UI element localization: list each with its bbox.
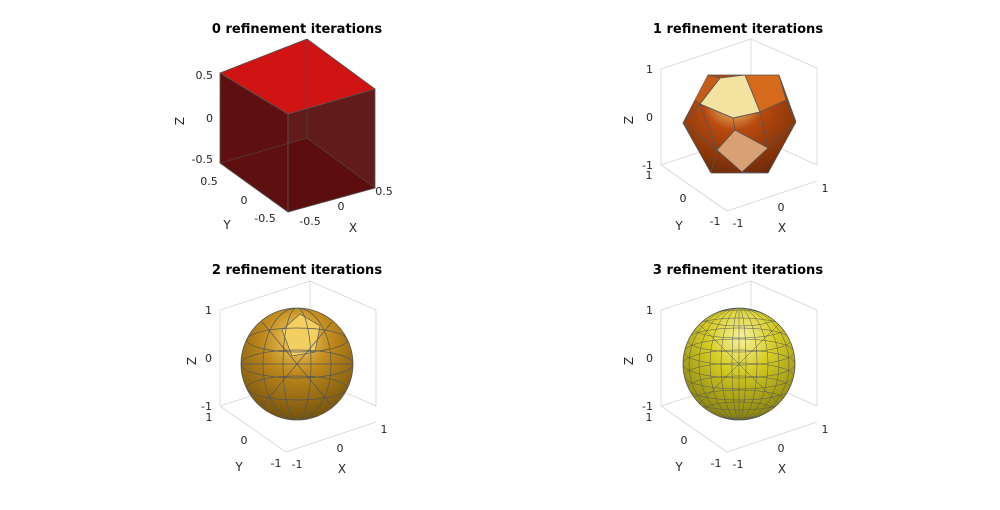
cube-surface: [219, 38, 376, 213]
subplot-sphere-3: 3 refinement iterations: [622, 263, 829, 476]
sphere-surface-2: [240, 307, 354, 421]
subplot-cube: 0 refinement iterations 0.5 0 -0.5 Z 0.5…: [173, 22, 393, 235]
x-tick: 0.5: [375, 185, 393, 198]
y-tick: 0: [241, 434, 248, 447]
z-tick: 1: [646, 304, 653, 317]
x-tick: 1: [822, 182, 829, 195]
x-tick: 0: [338, 200, 345, 213]
y-tick: 0: [241, 194, 248, 207]
y-axis-label: Y: [674, 219, 683, 233]
subplot-polyhedron: 1 refinement iterations: [622, 22, 829, 235]
x-axis-label: X: [349, 221, 357, 235]
y-tick: 0.5: [200, 175, 218, 188]
x-axis-label: X: [338, 462, 346, 476]
z-tick: 1: [646, 63, 653, 76]
sphere-surface-3: [682, 307, 796, 421]
x-tick: 0: [337, 442, 344, 455]
cube-hidden-edge: [306, 137, 376, 189]
y-tick: -1: [710, 215, 721, 228]
subplot-title: 2 refinement iterations: [212, 263, 382, 278]
y-tick: 1: [646, 169, 653, 182]
x-tick: -1: [733, 217, 744, 230]
z-axis-label: Z: [622, 116, 636, 124]
x-tick: 0: [778, 442, 785, 455]
y-tick: 1: [206, 411, 213, 424]
subplot-title: 1 refinement iterations: [653, 22, 823, 37]
y-tick: -1: [711, 457, 722, 470]
z-tick: -1: [201, 400, 212, 413]
z-axis-label: Z: [185, 357, 199, 365]
z-tick: -0.5: [192, 153, 213, 166]
subplot-sphere-2: 2 refinement iterations: [185, 263, 388, 476]
y-axis-label: Y: [222, 218, 231, 232]
z-tick: 0: [646, 352, 653, 365]
z-tick: -1: [642, 159, 653, 172]
x-tick: 1: [822, 423, 829, 436]
y-tick: 1: [646, 411, 653, 424]
x-tick: 1: [381, 423, 388, 436]
x-tick: -1: [733, 458, 744, 471]
y-tick: -1: [271, 457, 282, 470]
z-tick: -1: [642, 400, 653, 413]
subplot-title: 3 refinement iterations: [653, 263, 823, 278]
z-axis-label: Z: [622, 357, 636, 365]
z-axis-label: Z: [173, 117, 187, 125]
x-tick: -1: [292, 458, 303, 471]
y-axis-label: Y: [234, 460, 243, 474]
x-axis-label: X: [778, 462, 786, 476]
subplot-title: 0 refinement iterations: [212, 22, 382, 37]
x-tick: -0.5: [299, 215, 320, 228]
y-tick: 0: [681, 434, 688, 447]
polyhedron-surface: [682, 74, 797, 174]
z-tick: 0.5: [196, 69, 214, 82]
x-axis-label: X: [778, 221, 786, 235]
z-tick: 0: [205, 352, 212, 365]
z-tick: 1: [205, 304, 212, 317]
z-tick: 0: [646, 111, 653, 124]
y-axis-label: Y: [674, 460, 683, 474]
cube-top-face: [219, 38, 376, 115]
z-tick: 0: [206, 112, 213, 125]
x-tick: 0: [778, 201, 785, 214]
cube-hidden-edge: [219, 137, 308, 164]
y-tick: 0: [680, 192, 687, 205]
y-tick: -0.5: [254, 212, 275, 225]
